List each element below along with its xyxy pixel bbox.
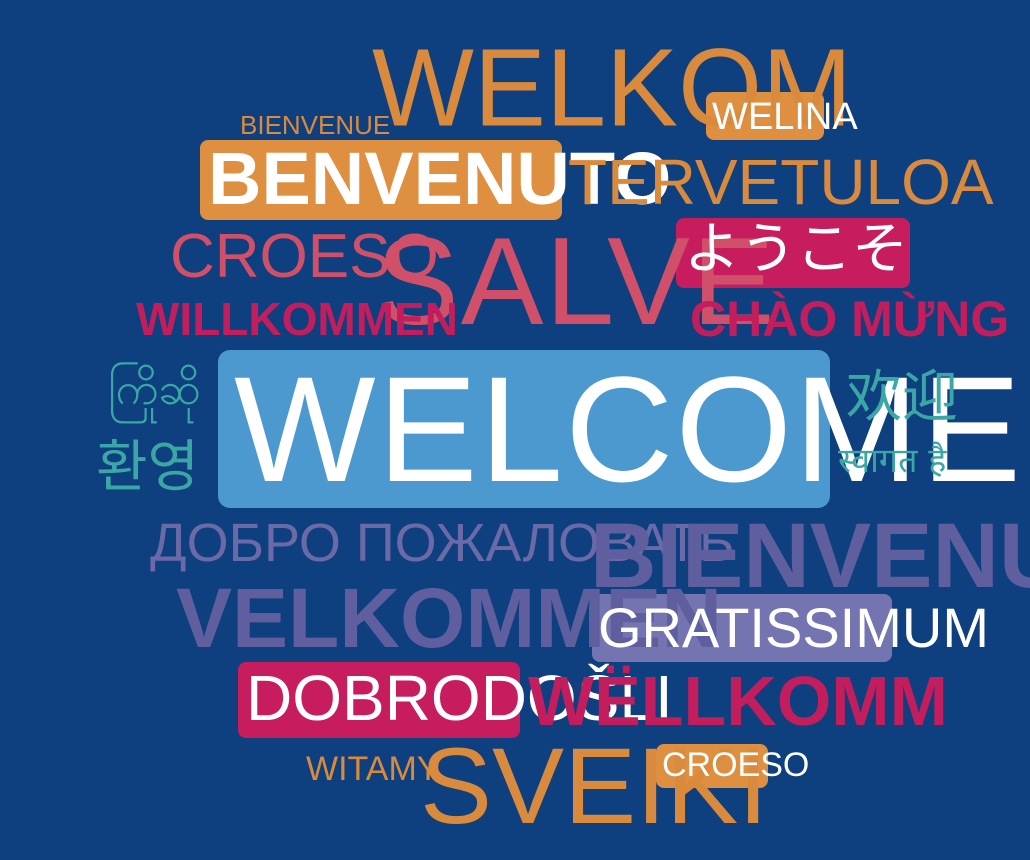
word-dobrodosli: DOBRODOŠLI	[246, 662, 673, 734]
word-bienvenue-small: BIENVENUE	[240, 110, 391, 140]
gratissimum-box	[592, 594, 892, 662]
benvenuto-box	[200, 140, 562, 220]
word-willkommen: WILLKOMMEN	[136, 293, 458, 345]
word-youkoso: ようこそ	[684, 217, 908, 282]
word-croeso-bottom: CROESO	[662, 746, 810, 784]
word-chao-mung: CHÀO MỪNG	[690, 291, 1010, 347]
word-welcome: WELCOME	[234, 345, 1024, 513]
word-dobro-pozhalovat: ДОБРО ПОЖАЛОВАТЬ	[150, 513, 735, 573]
word-benvenuto: BENVENUTO	[208, 137, 672, 220]
word-croeso-top: CROESO	[170, 222, 439, 291]
welina-box	[706, 92, 824, 140]
word-burmese: ကြိုဆို	[108, 364, 201, 415]
word-huanying: 欢迎	[846, 365, 958, 430]
word-swagat: स्वागत है	[838, 441, 947, 481]
welcome-box	[218, 350, 830, 508]
word-sveiki: SVEIKI	[420, 725, 769, 846]
word-gratissimum: GRATISSIMUM	[598, 596, 989, 659]
word-bienvenue-large: BIENVENUE	[590, 505, 1030, 607]
word-wellkomm: WËLLKOMM	[528, 662, 948, 740]
word-velkommen: VELKOMMEN	[176, 571, 722, 665]
word-welina: WELINA	[712, 96, 858, 138]
word-witamy: WITAMY	[306, 750, 440, 788]
word-welkom: WELKOM	[372, 25, 853, 150]
word-hwanyeong: 환영	[96, 435, 200, 500]
word-salve: SALVE	[376, 213, 777, 351]
word-tervetuloa: TERVETULOA	[568, 146, 994, 218]
croeso-bottom-box	[656, 744, 768, 788]
youkoso-box	[676, 218, 910, 288]
dobrodosli-box	[238, 662, 520, 738]
